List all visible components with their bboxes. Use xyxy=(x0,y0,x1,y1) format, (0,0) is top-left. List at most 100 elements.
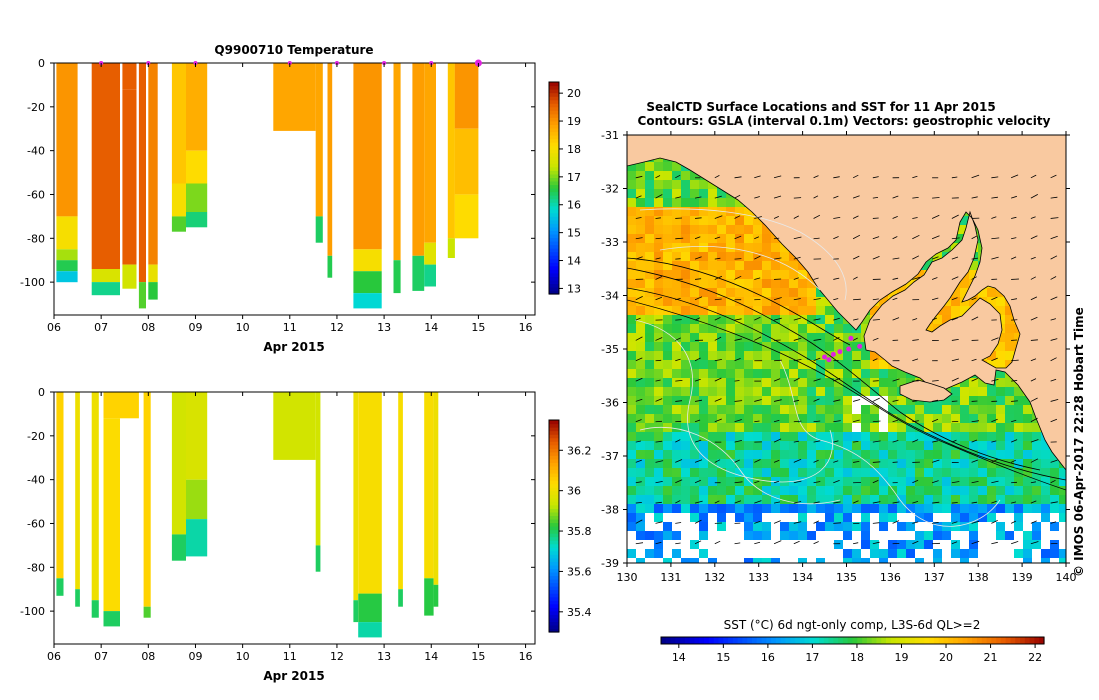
sst-cell xyxy=(636,234,645,243)
colorbar-tick-label: 21 xyxy=(984,651,998,664)
colorbar-band xyxy=(938,637,945,644)
sst-cell xyxy=(834,387,843,396)
colorbar-band xyxy=(549,508,559,513)
sst-cell xyxy=(789,423,798,432)
sst-cell xyxy=(870,414,879,423)
profile-cell xyxy=(138,282,146,309)
sst-cell xyxy=(762,405,771,414)
colorbar-band xyxy=(549,497,559,502)
profile-cell xyxy=(353,271,382,294)
sst-cell xyxy=(861,441,870,450)
sst-cell xyxy=(1014,450,1023,459)
sst-cell xyxy=(987,558,996,563)
sst-cell xyxy=(834,558,843,563)
velocity-vector xyxy=(892,378,900,382)
colorbar-band xyxy=(809,637,815,644)
sst-cell xyxy=(789,450,798,459)
sst-cell xyxy=(924,414,933,423)
velocity-vector xyxy=(932,522,939,524)
sst-cell xyxy=(780,306,789,315)
sst-cell xyxy=(672,522,681,531)
sst-cell xyxy=(1041,549,1050,558)
sst-cell xyxy=(816,459,825,468)
sst-cell xyxy=(780,324,789,333)
sst-cell xyxy=(627,387,636,396)
velocity-vector xyxy=(971,481,979,484)
colorbar-band xyxy=(549,223,559,228)
sst-cell xyxy=(744,558,753,563)
sst-cell xyxy=(1014,459,1023,468)
sst-cell xyxy=(663,531,672,540)
velocity-vector xyxy=(852,276,858,280)
sst-cell xyxy=(753,315,762,324)
sst-cell xyxy=(942,441,951,450)
sst-cell xyxy=(789,486,798,495)
colorbar-band xyxy=(549,272,559,277)
sst-cell xyxy=(663,243,672,252)
sst-cell xyxy=(654,306,663,315)
velocity-vector xyxy=(1050,296,1058,301)
sst-cell xyxy=(933,522,942,531)
sst-cell xyxy=(744,495,753,504)
salinity-x-axis: 06 07 08 09 10 11 12 13 14 15 16 xyxy=(47,392,533,663)
sst-cell xyxy=(825,414,834,423)
sst-cell xyxy=(753,387,762,396)
sst-cell xyxy=(726,225,735,234)
sst-cell xyxy=(717,306,726,315)
sst-cell xyxy=(654,189,663,198)
velocity-vector xyxy=(951,214,959,219)
velocity-vector xyxy=(951,358,959,362)
velocity-vector xyxy=(1011,419,1017,423)
sst-cell xyxy=(717,486,726,495)
sst-cell xyxy=(996,414,1005,423)
profile-cell xyxy=(103,611,120,627)
sst-cell xyxy=(897,432,906,441)
colorbar-band xyxy=(804,637,811,644)
sst-cell xyxy=(978,531,987,540)
sst-cell xyxy=(636,468,645,477)
sst-cell xyxy=(735,441,744,450)
velocity-vector xyxy=(912,358,919,362)
sst-cell xyxy=(681,171,690,180)
sst-cell xyxy=(969,486,978,495)
velocity-vector xyxy=(813,420,821,423)
sst-cell xyxy=(1005,549,1014,558)
sst-cell xyxy=(717,477,726,486)
x-tick-label: 10 xyxy=(236,321,250,334)
velocity-vector xyxy=(734,500,742,504)
sst-cell xyxy=(960,459,969,468)
y-tick-label: -33 xyxy=(601,236,619,249)
velocity-vector xyxy=(635,175,643,179)
sst-cell xyxy=(996,549,1005,558)
sst-cell xyxy=(708,369,717,378)
sst-cell xyxy=(672,369,681,378)
sst-cell xyxy=(654,540,663,549)
x-tick-label: 16 xyxy=(519,321,533,334)
sst-cell xyxy=(825,342,834,351)
sst-cell xyxy=(852,441,861,450)
sst-cell xyxy=(978,549,987,558)
sst-cell xyxy=(654,531,663,540)
sst-cell xyxy=(996,396,1005,405)
sst-cell xyxy=(744,387,753,396)
sst-cell xyxy=(1014,414,1023,423)
sst-cell xyxy=(1005,306,1014,315)
sst-cell xyxy=(672,198,681,207)
profile-cell xyxy=(358,392,382,594)
contour-line xyxy=(627,267,1041,471)
sst-cell xyxy=(735,324,744,333)
velocity-vector xyxy=(853,441,859,443)
sst-cell xyxy=(888,549,897,558)
sst-cell xyxy=(663,504,672,513)
sst-cell xyxy=(1005,378,1014,387)
sst-cell xyxy=(816,378,825,387)
sst-cell xyxy=(789,297,798,306)
colorbar-band xyxy=(996,637,1002,644)
sst-cell xyxy=(717,468,726,477)
sst-cell xyxy=(654,441,663,450)
sst-cell xyxy=(780,504,789,513)
sst-cell xyxy=(987,423,996,432)
sst-cell xyxy=(708,261,717,270)
colorbar-band xyxy=(549,152,559,157)
sst-cell xyxy=(843,531,852,540)
